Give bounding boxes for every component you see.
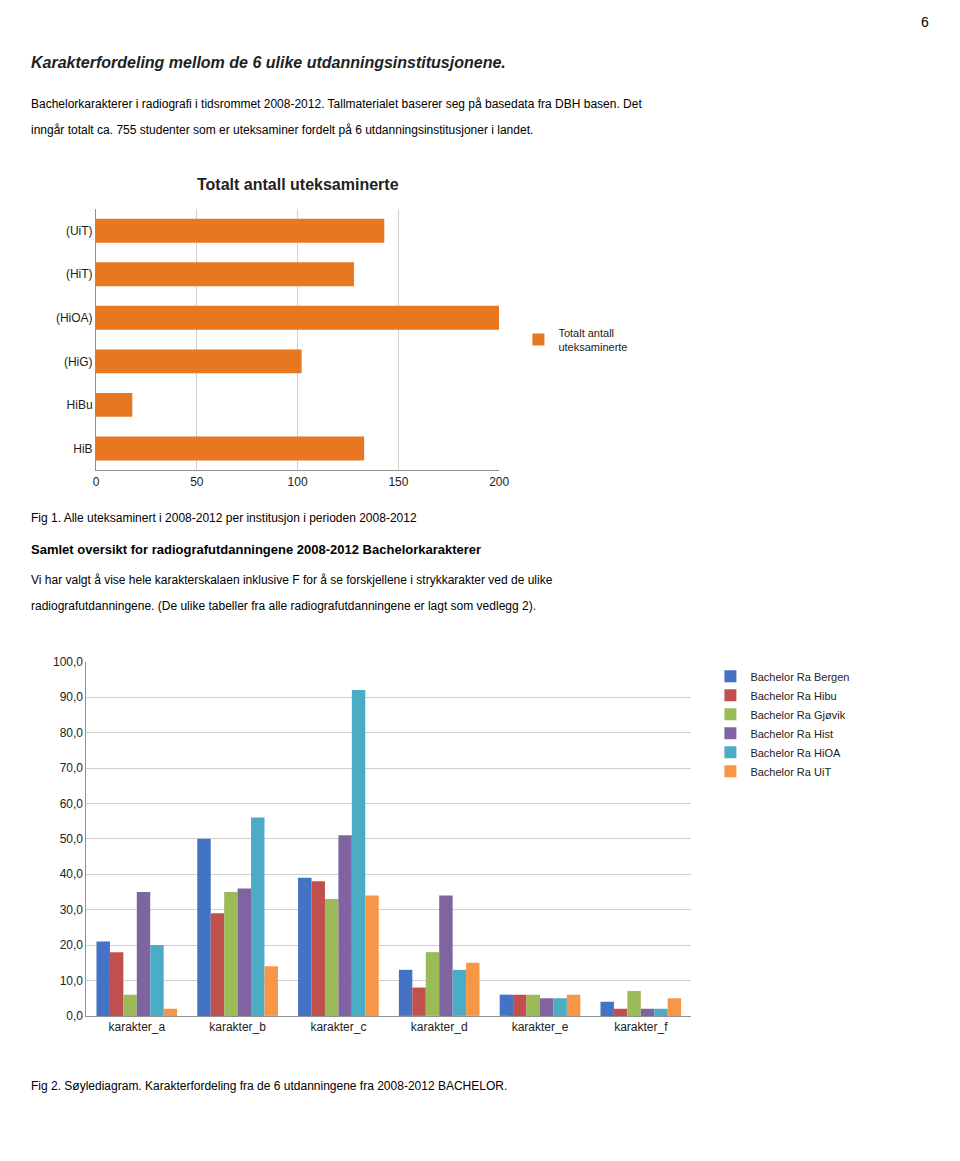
svg-text:Totalt antalluteksaminerte: Totalt antalluteksaminerte [558,327,627,353]
svg-text:Samlet oversikt for radiografu: Samlet oversikt for radiografutdanningen… [31,542,481,557]
svg-text:50,0: 50,0 [60,832,84,846]
svg-text:radiografutdanningene. (De uli: radiografutdanningene. (De ulike tabelle… [31,599,536,613]
svg-text:(HiT): (HiT) [66,267,93,281]
svg-text:karakter_d: karakter_d [411,1020,468,1034]
svg-text:200: 200 [489,475,509,489]
svg-text:80,0: 80,0 [60,726,84,740]
svg-text:Bachelor Ra Hist: Bachelor Ra Hist [750,728,833,740]
svg-text:90,0: 90,0 [60,690,84,704]
svg-text:Bachelor Ra UiT: Bachelor Ra UiT [750,766,831,778]
svg-text:Bachelorkarakterer i radiograf: Bachelorkarakterer i radiografi i tidsro… [31,97,642,111]
svg-text:0,0: 0,0 [66,1009,83,1023]
svg-text:Totalt antall uteksaminerte: Totalt antall uteksaminerte [197,176,399,193]
svg-text:karakter_e: karakter_e [512,1020,569,1034]
svg-text:(HiOA): (HiOA) [56,311,93,325]
svg-text:(HiG): (HiG) [64,355,93,369]
svg-text:HiB: HiB [73,442,92,456]
svg-text:150: 150 [388,475,408,489]
svg-text:100: 100 [288,475,308,489]
svg-text:Bachelor Ra Hibu: Bachelor Ra Hibu [750,690,836,702]
svg-text:Bachelor Ra Bergen: Bachelor Ra Bergen [750,671,849,683]
svg-text:Fig 2. Søylediagram. Karakterf: Fig 2. Søylediagram. Karakterfordeling f… [31,1079,507,1093]
svg-text:Vi har valgt å vise hele karak: Vi har valgt å vise hele karakterskalaen… [31,573,553,587]
svg-text:70,0: 70,0 [60,761,84,775]
svg-text:100,0: 100,0 [53,655,83,669]
svg-text:karakter_b: karakter_b [209,1020,266,1034]
svg-text:40,0: 40,0 [60,867,84,881]
svg-text:karakter_c: karakter_c [310,1020,366,1034]
svg-text:6: 6 [921,14,929,30]
svg-text:0: 0 [93,475,100,489]
svg-text:karakter_a: karakter_a [108,1020,165,1034]
svg-text:30,0: 30,0 [60,903,84,917]
svg-text:HiBu: HiBu [67,398,93,412]
svg-text:karakter_f: karakter_f [614,1020,668,1034]
svg-text:Karakterfordeling mellom de 6: Karakterfordeling mellom de 6 ulike utda… [31,54,506,71]
svg-text:Bachelor Ra Gjøvik: Bachelor Ra Gjøvik [750,709,845,721]
svg-text:Fig 1. Alle uteksaminert i 200: Fig 1. Alle uteksaminert i 2008-2012 per… [31,511,417,525]
svg-text:Bachelor Ra HiOA: Bachelor Ra HiOA [750,747,841,759]
svg-text:20,0: 20,0 [60,938,84,952]
svg-text:10,0: 10,0 [60,974,84,988]
svg-text:60,0: 60,0 [60,797,84,811]
svg-text:inngår totalt ca. 755 studente: inngår totalt ca. 755 studenter som er u… [31,123,533,137]
svg-text:50: 50 [190,475,204,489]
svg-text:(UiT): (UiT) [66,224,93,238]
